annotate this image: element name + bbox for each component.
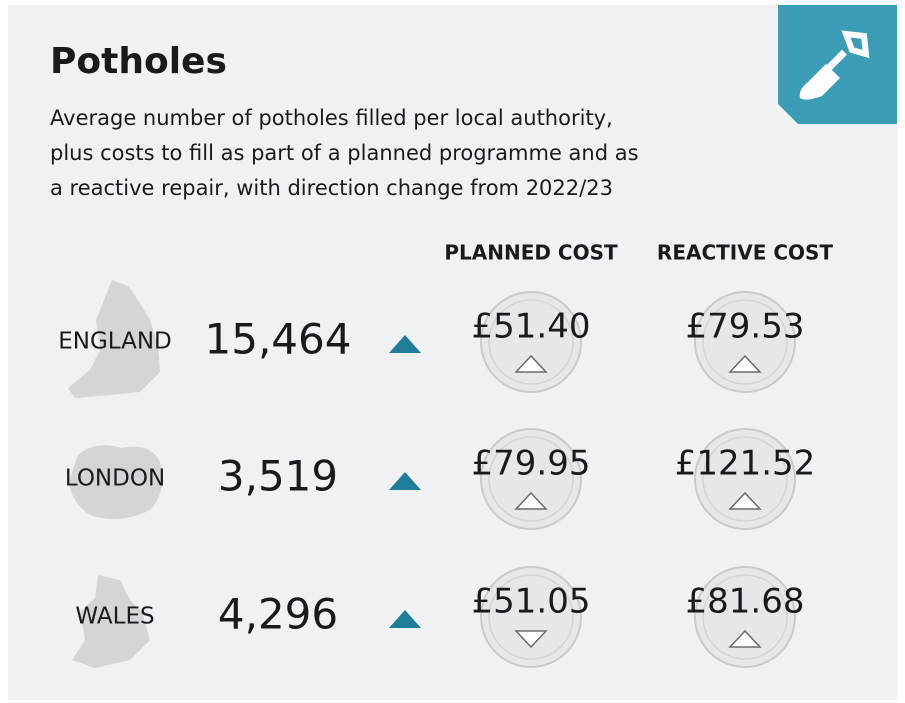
subtitle-line: Average number of potholes filled per lo… — [50, 106, 613, 130]
title: Potholes — [50, 41, 227, 82]
coin — [694, 566, 796, 668]
region-maps — [68, 280, 163, 668]
coin — [480, 566, 582, 668]
coin — [694, 291, 796, 393]
subtitle: Average number of potholes filled per lo… — [50, 106, 639, 200]
cost-value: £81.68 — [686, 582, 805, 622]
direction-arrow — [728, 629, 762, 648]
spade-icon — [799, 30, 870, 100]
region-label: ENGLAND — [58, 329, 172, 355]
coin — [480, 291, 582, 393]
cost-value: £51.05 — [472, 582, 591, 622]
region-label: LONDON — [65, 466, 165, 492]
coin — [480, 428, 582, 530]
coin-rim — [702, 436, 788, 522]
cost-value: £121.52 — [675, 444, 816, 484]
direction-arrow — [514, 630, 548, 649]
direction-arrow — [389, 335, 421, 353]
subtitle-line: plus costs to fill as part of a planned … — [50, 141, 639, 165]
column-header: REACTIVE COST — [657, 241, 833, 265]
pothole-count: 3,519 — [218, 452, 338, 501]
corner-badge — [778, 5, 897, 124]
pothole-count: 4,296 — [218, 590, 338, 639]
coin-rim — [488, 574, 574, 660]
subtitle-line: a reactive repair, with direction change… — [50, 176, 613, 200]
coin-rim — [488, 299, 574, 385]
coin-rim — [488, 436, 574, 522]
direction-arrow — [389, 610, 421, 628]
cost-value: £79.95 — [472, 444, 591, 484]
cost-value: £79.53 — [686, 307, 805, 347]
direction-arrow — [728, 354, 762, 373]
direction-arrow — [389, 472, 421, 490]
direction-arrow — [514, 354, 548, 373]
region-label: WALES — [75, 604, 154, 630]
column-header: PLANNED COST — [444, 241, 618, 265]
cost-value: £51.40 — [472, 307, 591, 347]
direction-arrow — [514, 491, 548, 510]
coin-rim — [702, 299, 788, 385]
coin — [694, 428, 796, 530]
direction-arrow — [728, 491, 762, 510]
coin-rim — [702, 574, 788, 660]
pothole-count: 15,464 — [205, 315, 352, 364]
